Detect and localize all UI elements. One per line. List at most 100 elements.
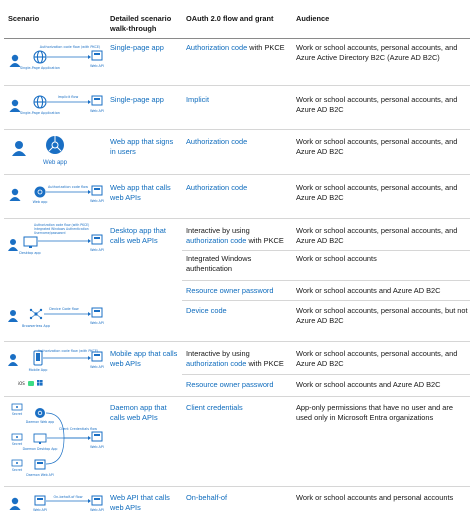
flow-cell: Authorization code with PKCE xyxy=(186,43,292,53)
walkthrough-obo[interactable]: Web API that calls web APIs xyxy=(110,493,170,512)
flow-link[interactable]: On-behalf-of xyxy=(186,493,228,502)
user-icon xyxy=(9,54,21,67)
row-rule xyxy=(4,174,470,175)
flow-link[interactable]: authorization code xyxy=(186,235,247,245)
flow-caption: On-behalf-of flow xyxy=(53,495,82,499)
flow-link[interactable]: authorization code xyxy=(186,358,247,368)
flow-link[interactable]: Authorization code xyxy=(186,183,248,192)
obo-diagram: On-behalf-of flow Web API Web API xyxy=(9,495,104,512)
walkthrough-spa-2[interactable]: Single-page app xyxy=(110,95,164,104)
secret-icon-3 xyxy=(11,459,23,467)
sub-row-rule xyxy=(182,374,470,375)
flow-link[interactable]: Resource owner password xyxy=(186,380,274,389)
walkthrough-desktop[interactable]: Desktop app that calls web APIs xyxy=(110,226,166,245)
secret-label-3: Secret xyxy=(12,468,23,472)
right-label: Web API xyxy=(90,365,104,369)
flow-suffix: with PKCE xyxy=(246,235,284,245)
walkthrough-web-signin[interactable]: Web app that signs in users xyxy=(110,137,174,156)
audience-cell: Work or school accounts, personal accoun… xyxy=(296,183,458,202)
audience-cell: App-only permissions that have no user a… xyxy=(296,403,453,422)
scenario-diagram-web-calls-api: Authorization code flow Web app Web API xyxy=(4,176,108,216)
flow-cell: Resource owner password xyxy=(186,286,292,296)
web-signin-diagram: Web app xyxy=(12,136,68,166)
flow-link[interactable]: Authorization code xyxy=(186,43,248,52)
flow-link[interactable]: Resource owner password xyxy=(186,286,274,295)
scenario-diagram-obo: On-behalf-of flow Web API Web API xyxy=(4,488,108,526)
api-icon xyxy=(91,351,103,362)
web-app-icon xyxy=(34,186,46,198)
audience-cell: Work or school accounts and Azure AD B2C xyxy=(296,380,441,389)
flow-link[interactable]: Authorization code xyxy=(186,137,248,146)
flow-link[interactable]: Implicit xyxy=(186,95,209,104)
flow-cell: Implicit xyxy=(186,95,292,105)
audience-cell: Work or school accounts and personal acc… xyxy=(296,493,454,502)
android-icon xyxy=(28,381,34,386)
spa-implicit-diagram: Implicit flow Single-Page Application We… xyxy=(9,95,104,115)
walkthrough-web-calls-api[interactable]: Web app that calls web APIs xyxy=(110,183,171,202)
user-icon xyxy=(8,310,18,322)
left-label: Desktop app xyxy=(19,251,40,255)
flow-suffix: with PKCE xyxy=(246,358,284,368)
flow-caption: Authorization code flow xyxy=(48,185,88,189)
phone-icon xyxy=(33,350,43,366)
flow-cell: Interactive by using authorization code … xyxy=(186,226,292,245)
scenario-diagram-spa-implicit: Implicit flow Single-Page Application We… xyxy=(4,87,108,125)
secret-icon-2 xyxy=(11,433,23,441)
audience-cell: Work or school accounts xyxy=(296,254,377,263)
audience-cell: Work or school accounts, personal accoun… xyxy=(296,349,458,368)
scenario-diagram-spa-pkce: Authorization code flow (with PKCE) Sing… xyxy=(4,40,108,84)
daemon-web-api-label: Daemon Web API xyxy=(26,473,54,477)
flow-link[interactable]: Client credentials xyxy=(186,403,243,412)
left-label: Web app xyxy=(33,200,48,204)
api-icon xyxy=(91,495,103,506)
left-label: Single-Page Application xyxy=(20,66,60,70)
api-icon xyxy=(91,307,103,318)
ios-label: iOS xyxy=(18,381,25,386)
device-caption: Device Code flow xyxy=(49,307,79,311)
scenario-diagram-daemon: Secret Daemon Web app Secret Daemon Desk… xyxy=(4,398,108,484)
right-label: Web API xyxy=(90,445,104,449)
secret-label-2: Secret xyxy=(12,442,23,446)
web-calls-api-diagram: Authorization code flow Web app Web API xyxy=(9,185,104,204)
browserless-app-icon xyxy=(29,308,43,320)
flow-cell: Client credentials xyxy=(186,403,292,413)
windows-icon xyxy=(37,380,43,386)
audience-cell: Work or school accounts, personal accoun… xyxy=(296,306,468,325)
user-icon xyxy=(8,354,18,366)
header-flow: OAuth 2.0 flow and grant xyxy=(186,14,274,23)
caption-line-1: Authorization code flow (with PKCE) xyxy=(34,223,89,227)
spa-pkce-diagram: Authorization code flow (with PKCE) Sing… xyxy=(9,45,104,70)
flow-cell: Interactive by using authorization code … xyxy=(186,349,292,368)
flow-link[interactable]: Device code xyxy=(186,306,227,315)
walkthrough-daemon[interactable]: Daemon app that calls web APIs xyxy=(110,403,167,422)
left-label: Mobile App xyxy=(29,368,48,372)
header-audience: Audience xyxy=(296,14,330,23)
api-icon xyxy=(91,431,103,442)
walkthrough-spa-1[interactable]: Single-page app xyxy=(110,43,164,52)
globe-icon xyxy=(33,95,47,109)
web-app-icon xyxy=(35,408,45,418)
desktop-diagram: Authorization code flow (with PKCE) Inte… xyxy=(8,223,104,328)
header-walkthrough: Detailed scenario walk-through xyxy=(110,14,172,33)
row-rule xyxy=(4,341,470,342)
flow-cell: Resource owner password xyxy=(186,380,292,390)
user-icon xyxy=(8,239,18,251)
walkthrough-mobile[interactable]: Mobile app that calls web APIs xyxy=(110,349,178,368)
caption-line-2: Integrated Windows Authentication xyxy=(34,227,89,231)
flow-cell: On-behalf-of xyxy=(186,493,292,503)
api-icon xyxy=(91,95,103,106)
user-icon xyxy=(12,141,26,156)
daemon-diagram: Secret Daemon Web app Secret Daemon Desk… xyxy=(11,403,104,477)
daemon-desktop-label: Daemon Desktop App xyxy=(23,447,58,451)
scenario-diagram-mobile: Authorization code flow (with PKCE) Mobi… xyxy=(4,343,108,395)
api-icon xyxy=(34,459,46,470)
row-rule xyxy=(4,129,470,130)
row-rule xyxy=(4,396,470,397)
header-scenario: Scenario xyxy=(8,14,40,23)
desktop-icon xyxy=(33,433,47,444)
desktop-icon xyxy=(23,236,38,248)
header-rule xyxy=(4,38,470,39)
device-right-label: Web API xyxy=(90,321,104,325)
globe-icon xyxy=(33,50,47,64)
